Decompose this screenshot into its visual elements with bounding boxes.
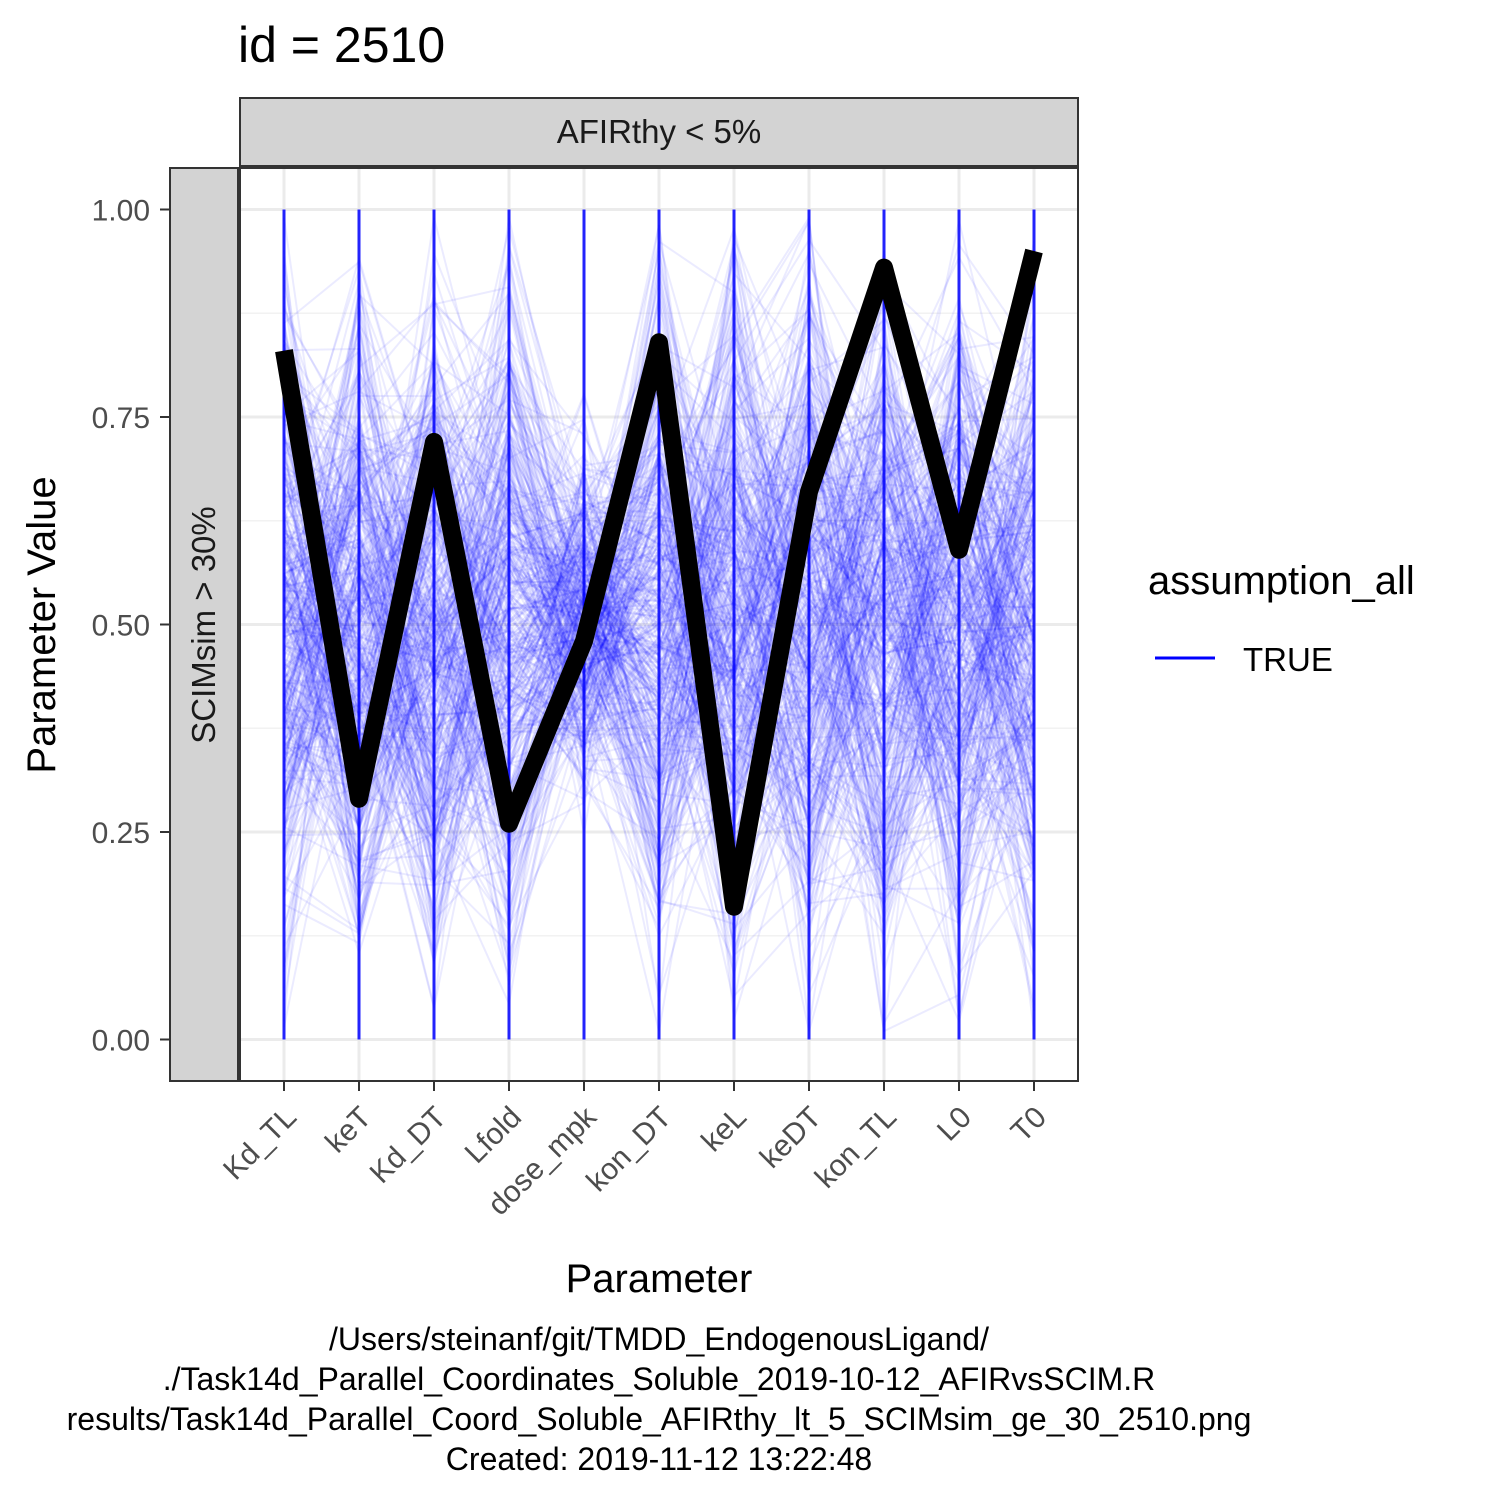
facet-strip-left [169,167,239,1082]
y-tick-label-3: 0.75 [92,402,150,435]
x-tick-label-kon_TL: kon_TL [809,1101,903,1195]
facet-strip-left-label: SCIMsim > 30% [185,506,222,743]
x-axis-title: Parameter [566,1257,753,1301]
x-tick-label-keT: keT [319,1101,378,1160]
legend-label-true: TRUE [1243,641,1333,678]
background-series-lines [282,209,1036,1040]
y-tick-label-4: 1.00 [92,195,150,228]
legend: assumption_all TRUE [1148,559,1415,678]
caption-line-3: results/Task14d_Parallel_Coord_Soluble_A… [67,1401,1252,1437]
y-tick-label-2: 0.50 [92,610,150,643]
highlight-series [275,248,1043,916]
x-tick-label-Lfold: Lfold [459,1101,528,1170]
y-tick-label-1: 0.25 [92,817,150,850]
x-tick-label-Kd_TL: Kd_TL [217,1101,303,1187]
facet-strip-top [239,97,1079,167]
legend-title: assumption_all [1148,559,1415,603]
y-axis-title: Parameter Value [20,476,64,773]
x-tick-label-keL: keL [695,1101,753,1159]
caption-line-4: Created: 2019-11-12 13:22:48 [446,1441,872,1477]
x-tick-label-kon_DT: kon_DT [580,1101,678,1199]
chart-title: id = 2510 [238,17,445,73]
caption-line-1: /Users/steinanf/git/TMDD_EndogenousLigan… [329,1321,989,1357]
y-axis: 0.00 0.25 0.50 0.75 1.00 [92,195,169,1058]
y-tick-label-0: 0.00 [92,1025,150,1058]
x-tick-label-L0: L0 [931,1101,978,1148]
x-tick-label-T0: T0 [1005,1101,1053,1149]
facet-strip-top-label: AFIRthy < 5% [557,113,762,150]
caption: /Users/steinanf/git/TMDD_EndogenousLigan… [67,1321,1252,1477]
caption-line-2: ./Task14d_Parallel_Coordinates_Soluble_2… [163,1361,1156,1397]
x-tick-label-Kd_DT: Kd_DT [364,1101,453,1190]
